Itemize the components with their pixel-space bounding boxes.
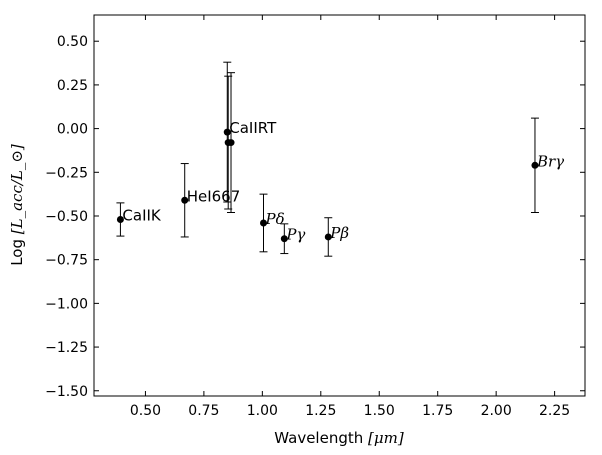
data-point (227, 139, 235, 147)
data-label: Brγ (536, 152, 564, 170)
y-tick-label: −0.75 (45, 253, 88, 269)
x-tick-label: 0.50 (130, 403, 161, 419)
data-label: CaIIK (122, 206, 162, 224)
y-axis-label: Log [L_acc/L_⊙] (8, 144, 26, 266)
plot-area (93, 14, 586, 397)
y-tick-label: −1.25 (45, 340, 88, 356)
data-point (531, 161, 539, 169)
data-point (280, 235, 288, 243)
y-tick-label: −1.50 (45, 384, 88, 400)
x-tick-label: 2.25 (539, 403, 570, 419)
data-point (260, 219, 268, 227)
x-axis-label-unit: [μm] (368, 429, 404, 447)
y-axis-label-prefix: Log (8, 234, 26, 266)
data-point (324, 233, 332, 241)
x-tick-label: 1.50 (364, 403, 395, 419)
x-axis-label-text: Wavelength (274, 429, 363, 447)
data-point (116, 215, 124, 223)
x-tick-label: 1.00 (247, 403, 278, 419)
y-tick-label: 0.25 (57, 78, 88, 94)
data-label: HeI667 (187, 187, 241, 205)
data-point (223, 128, 231, 136)
y-tick-label: −0.50 (45, 209, 88, 225)
y-tick-label: −1.00 (45, 296, 88, 312)
y-tick-label: −0.25 (45, 165, 88, 181)
data-label: Pγ (285, 226, 305, 244)
y-tick-label: 0.00 (57, 122, 88, 138)
data-points (116, 128, 539, 243)
data-point (181, 196, 189, 204)
axis-ticks: 0.50 0.75 1.00 1.25 1.50 1.75 2.00 2.25 0.50 0.25… (45, 15, 585, 419)
x-axis-label: Wavelength [μm] (274, 429, 404, 447)
y-axis-label-math: [L_acc/L_⊙] (8, 144, 26, 234)
data-label: CaIIRT (229, 119, 277, 137)
data-label: Pδ (265, 210, 285, 228)
x-tick-label: 1.25 (305, 403, 336, 419)
y-tick-label: 0.50 (57, 34, 88, 50)
x-tick-label: 2.00 (481, 403, 512, 419)
x-tick-label: 0.75 (188, 403, 219, 419)
data-label: Pβ (329, 224, 349, 242)
x-tick-label: 1.75 (422, 403, 453, 419)
